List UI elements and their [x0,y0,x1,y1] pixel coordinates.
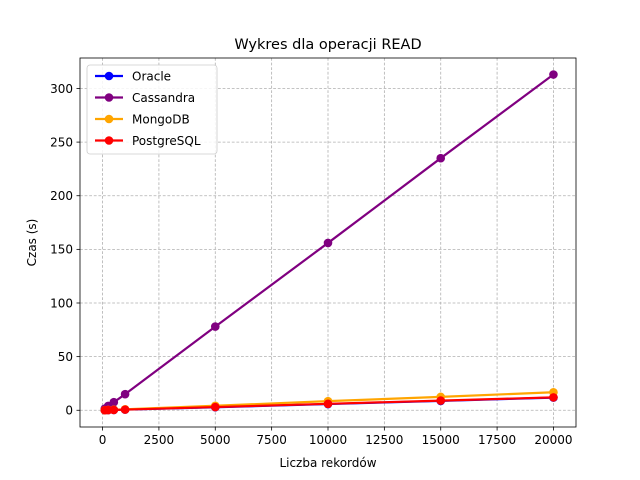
x-tick-label: 5000 [200,433,231,447]
y-tick-label: 300 [50,82,73,96]
x-tick-label: 7500 [256,433,287,447]
y-tick-label: 50 [58,350,73,364]
data-point-cassandra [210,322,220,331]
x-tick-label: 15000 [422,433,460,447]
data-point-cassandra [549,70,558,79]
x-tick-label: 0 [99,433,107,447]
x-tick-label: 2500 [144,433,175,447]
legend-entry: Oracle [95,69,171,83]
data-point-cassandra [109,397,119,407]
series-postgresql [100,393,558,415]
x-axis-label: Liczba rekordów [279,456,376,470]
data-point-postgresql [549,393,558,402]
legend-entry: MongoDB [95,112,190,126]
legend-label: PostgreSQL [132,134,201,148]
data-point-postgresql [436,396,446,405]
legend-frame [86,64,218,155]
x-tick-label: 20000 [534,433,572,447]
legend-marker [104,71,114,81]
y-tick-label: 200 [50,189,73,203]
series-layer [100,70,558,415]
data-point-cassandra [120,389,130,399]
y-tick-label: 250 [50,135,73,149]
legend-label: Cassandra [132,91,195,105]
chart-title: Wykres dla operacji READ [234,37,421,53]
data-point-postgresql [323,399,333,409]
legend-marker [104,136,114,145]
x-tick-label: 12500 [365,433,403,447]
data-point-cassandra [436,153,446,163]
data-point-postgresql [210,402,220,412]
legend-label: MongoDB [132,112,190,126]
axis-ticks: 0 2500 5000 7500 10000 12500 15000 17500 20000 0 5… [50,82,572,447]
legend-label: Oracle [132,69,171,83]
data-point-postgresql [120,405,130,414]
legend: Oracle Cassandra MongoDB PostgreSQL [86,64,218,155]
x-tick-label: 10000 [309,433,347,447]
y-tick-label: 150 [50,243,73,257]
y-axis-label: Czas (s) [25,219,39,267]
y-tick-label: 100 [50,296,73,310]
legend-entry: Cassandra [95,91,195,105]
legend-entry: PostgreSQL [95,134,201,148]
legend-marker [104,93,114,102]
legend-marker [104,114,114,124]
data-point-cassandra [323,238,333,248]
data-point-postgresql [109,405,119,415]
x-tick-label: 17500 [478,433,516,447]
y-tick-label: 0 [65,404,73,418]
